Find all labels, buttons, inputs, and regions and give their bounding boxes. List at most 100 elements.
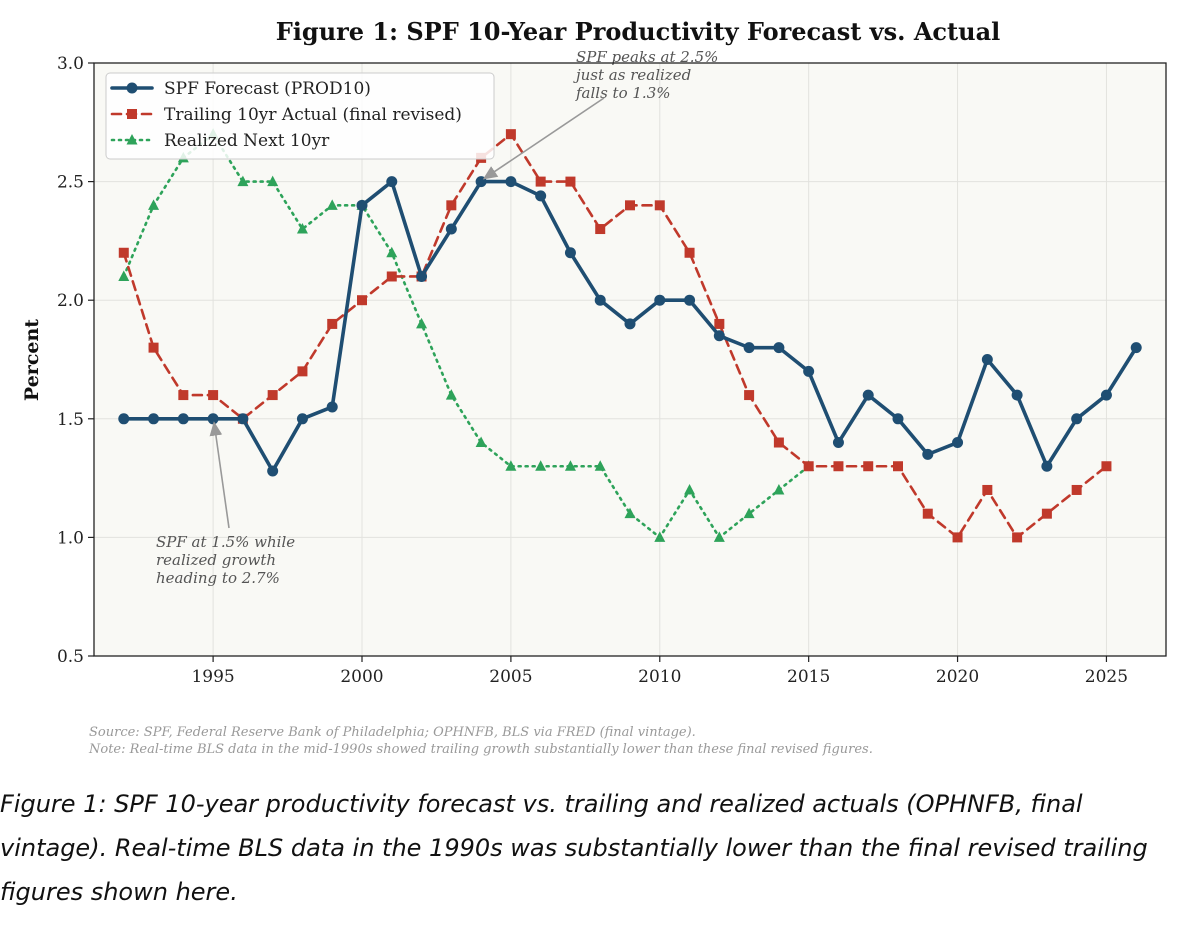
data-point [982, 484, 993, 495]
data-point [624, 318, 636, 330]
data-point [148, 342, 159, 353]
data-point [267, 465, 279, 477]
plot-frame [93, 62, 1167, 657]
data-point [178, 390, 189, 401]
data-point [565, 176, 576, 187]
legend-item: Trailing 10yr Actual (final revised) [110, 105, 462, 125]
data-point [922, 448, 934, 460]
source-note: Note: Real-time BLS data in the mid-1990… [88, 742, 873, 757]
data-point [357, 295, 367, 306]
legend-box [105, 72, 495, 160]
data-point [445, 389, 457, 400]
data-point [743, 342, 755, 354]
data-point [148, 413, 160, 425]
y-tick-label: 2.0 [57, 291, 84, 311]
data-point [297, 366, 308, 377]
data-point [713, 531, 725, 542]
data-point [118, 270, 130, 281]
data-point [564, 460, 576, 471]
annotation-text: heading to 2.7% [156, 569, 280, 587]
data-point [237, 175, 249, 187]
data-point [625, 200, 635, 211]
legend-item: Realized Next 10yr [110, 131, 330, 151]
x-tick-label: 1995 [191, 667, 234, 687]
data-point [1100, 389, 1112, 401]
legend-marker [126, 134, 138, 145]
data-point [803, 461, 814, 472]
data-point [594, 460, 606, 471]
data-point [773, 437, 784, 448]
data-point [296, 223, 308, 234]
data-point [952, 437, 964, 449]
legend: SPF Forecast (PROD10) Trailing 10yr Actua… [105, 72, 495, 160]
data-point [654, 200, 665, 211]
data-point [296, 413, 308, 425]
data-point [684, 294, 696, 306]
data-point [922, 508, 933, 519]
data-point [446, 200, 457, 211]
data-point [684, 483, 696, 495]
data-point [535, 460, 547, 471]
annotation-arrow [482, 97, 605, 180]
data-point [386, 271, 397, 282]
data-point [505, 176, 517, 188]
data-point [237, 413, 249, 425]
data-point [833, 461, 844, 472]
data-point [118, 247, 129, 258]
data-point [326, 401, 338, 413]
source-note: Source: SPF, Federal Reserve Bank of Phi… [89, 725, 696, 740]
data-point [713, 330, 725, 342]
y-tick-label: 2.5 [57, 173, 84, 193]
data-point [177, 413, 189, 425]
data-point [445, 223, 457, 235]
data-point [416, 317, 428, 329]
x-tick-label: 2020 [936, 667, 979, 687]
data-point [981, 354, 993, 365]
data-point [654, 294, 666, 306]
data-point [1011, 389, 1023, 401]
data-point [1041, 508, 1052, 519]
data-point [356, 199, 368, 211]
data-point [1101, 461, 1112, 472]
data-point [773, 342, 785, 354]
data-point [118, 413, 130, 425]
legend-label: Realized Next 10yr [164, 131, 330, 151]
y-tick-label: 3.0 [57, 54, 84, 74]
data-point [327, 318, 338, 329]
data-point [535, 176, 546, 187]
data-point [208, 390, 219, 401]
data-point [773, 483, 785, 495]
data-point [1130, 342, 1142, 354]
data-point [594, 294, 606, 306]
data-point [148, 199, 160, 210]
data-point [744, 390, 755, 401]
data-point [1071, 413, 1083, 425]
data-point [386, 176, 398, 188]
data-point [416, 270, 428, 282]
annotation-text: SPF peaks at 2.5% [576, 48, 718, 66]
x-tick-label: 2015 [787, 667, 830, 687]
figure-caption: Figure 1: SPF 10-year productivity forec… [0, 790, 1148, 906]
annotation-text: realized growth [156, 551, 276, 569]
legend-label: Trailing 10yr Actual (final revised) [164, 105, 462, 125]
data-point [267, 390, 278, 401]
data-point [564, 247, 576, 259]
data-point [505, 129, 516, 140]
y-axis-label: Percent [21, 319, 43, 401]
y-tick-label: 1.5 [57, 410, 84, 430]
data-point [892, 413, 904, 425]
series-3 [118, 128, 815, 542]
annotation-arrow [209, 421, 230, 529]
annotation-text: falls to 1.3% [575, 84, 671, 102]
x-tick-label: 2005 [489, 667, 532, 687]
data-point [1012, 532, 1023, 543]
legend-label: SPF Forecast (PROD10) [164, 79, 371, 99]
data-point [893, 461, 903, 472]
series-line [122, 132, 810, 539]
data-point [1071, 484, 1082, 495]
legend-item: SPF Forecast (PROD10) [110, 79, 371, 99]
data-point [714, 318, 725, 329]
y-tick-label: 0.5 [57, 647, 84, 667]
data-point [505, 460, 517, 471]
